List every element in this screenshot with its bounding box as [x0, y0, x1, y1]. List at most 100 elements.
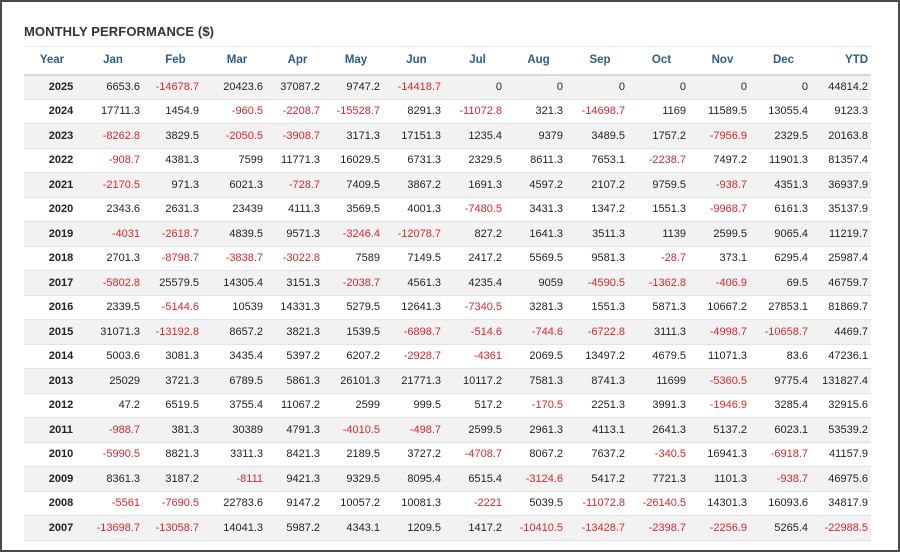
month-value-cell: 6207.2	[326, 344, 386, 369]
month-value-cell: 4343.1	[326, 515, 386, 541]
month-value-cell: -12078.7	[386, 221, 447, 247]
ytd-cell: 11219.7	[814, 221, 871, 247]
ytd-cell: 4469.7	[814, 319, 871, 345]
month-value-cell: 69.5	[753, 270, 814, 296]
year-cell: 2017	[24, 270, 80, 296]
ytd-cell: 36937.9	[814, 172, 871, 198]
month-value-cell: 7497.2	[692, 148, 753, 173]
month-value-cell: 7721.3	[631, 466, 692, 492]
month-value-cell: 2599	[326, 393, 386, 418]
month-value-cell: 11589.5	[692, 99, 753, 124]
month-value-cell: 16941.3	[692, 442, 753, 467]
month-value-cell: 4113.1	[569, 417, 631, 443]
month-value-cell: -2208.7	[269, 99, 326, 124]
month-value-cell: -6722.8	[569, 319, 631, 345]
month-value-cell: 4111.3	[269, 197, 326, 222]
month-value-cell: -2038.7	[326, 270, 386, 296]
month-value-cell: 5861.3	[269, 368, 326, 394]
month-value-cell: 2961.3	[508, 417, 569, 443]
month-value-cell: 4561.3	[386, 270, 447, 296]
month-value-cell: 17711.3	[80, 99, 146, 124]
month-value-cell: 3285.4	[753, 393, 814, 418]
month-value-cell: -4998.7	[692, 319, 753, 345]
month-value-cell: -3908.7	[269, 123, 326, 149]
month-value-cell: -5990.5	[80, 442, 146, 467]
month-value-cell: 3171.3	[326, 123, 386, 149]
month-value-cell: 2631.3	[146, 197, 205, 222]
month-value-cell: 2107.2	[569, 172, 631, 198]
month-value-cell: 5569.5	[508, 246, 569, 271]
header-year: Year	[24, 46, 80, 76]
month-value-cell: 1539.5	[326, 319, 386, 345]
month-value-cell: -938.7	[692, 172, 753, 198]
month-value-cell: -3838.7	[205, 246, 269, 271]
month-value-cell: 16093.6	[753, 491, 814, 516]
year-cell: 2007	[24, 515, 80, 541]
table-row: 2021 -2170.5 971.3 6021.3 -728.7 7409.5 3867.2…	[24, 172, 871, 198]
month-value-cell: -4031	[80, 221, 146, 247]
month-value-cell: 9065.4	[753, 221, 814, 247]
month-value-cell: 13497.2	[569, 344, 631, 369]
month-value-cell: -7956.9	[692, 123, 753, 149]
month-value-cell: 6515.4	[447, 466, 508, 492]
table-row: 2022 -908.7 4381.3 7599 11771.3 16029.5 6731.3…	[24, 148, 871, 173]
month-value-cell: 9329.5	[326, 466, 386, 492]
table-row: 2015 31071.3 -13192.8 8657.2 3821.3 1539.5 -68…	[24, 319, 871, 345]
ytd-cell: 32915.6	[814, 393, 871, 418]
month-value-cell: 7149.5	[386, 246, 447, 271]
month-value-cell: 827.2	[447, 221, 508, 247]
month-value-cell: 7409.5	[326, 172, 386, 198]
table-row: 2018 2701.3 -8798.7 -3838.7 -3022.8 7589 7149.…	[24, 246, 871, 271]
month-value-cell: 30389	[205, 417, 269, 443]
month-value-cell: 11771.3	[269, 148, 326, 173]
month-value-cell: -8111	[205, 466, 269, 492]
month-value-cell: -4590.5	[569, 270, 631, 296]
header-dec: Dec	[753, 46, 814, 76]
month-value-cell: 11071.3	[692, 344, 753, 369]
month-value-cell: 3435.4	[205, 344, 269, 369]
month-value-cell: 11901.3	[753, 148, 814, 173]
month-value-cell: -4708.7	[447, 442, 508, 467]
month-value-cell: 971.3	[146, 172, 205, 198]
ytd-cell: 20163.8	[814, 123, 871, 149]
month-value-cell: 3991.3	[631, 393, 692, 418]
header-apr: Apr	[269, 46, 326, 76]
month-value-cell: 5137.2	[692, 417, 753, 443]
month-value-cell: -9968.7	[692, 197, 753, 222]
month-value-cell: -960.5	[205, 99, 269, 124]
month-value-cell: 8821.3	[146, 442, 205, 467]
month-value-cell: 21771.3	[386, 368, 447, 394]
month-value-cell: 2599.5	[447, 417, 508, 443]
month-value-cell: -15528.7	[326, 99, 386, 124]
ytd-cell: 47236.1	[814, 344, 871, 369]
month-value-cell: -744.6	[508, 319, 569, 345]
month-value-cell: -14678.7	[146, 74, 205, 100]
month-value-cell: 3727.2	[386, 442, 447, 467]
header-jul: Jul	[447, 46, 508, 76]
ytd-cell: 44814.2	[814, 74, 871, 100]
month-value-cell: 1757.2	[631, 123, 692, 149]
month-value-cell: 5397.2	[269, 344, 326, 369]
month-value-cell: 4791.3	[269, 417, 326, 443]
table-row: 2011 -988.7 381.3 30389 4791.3 -4010.5 -498.7 2…	[24, 417, 871, 443]
month-value-cell: 1641.3	[508, 221, 569, 247]
header-jan: Jan	[80, 46, 146, 76]
month-value-cell: 3489.5	[569, 123, 631, 149]
year-cell: 2018	[24, 246, 80, 271]
month-value-cell: 31071.3	[80, 319, 146, 345]
month-value-cell: -938.7	[753, 466, 814, 492]
month-value-cell: 5265.4	[753, 515, 814, 541]
table-row: 2019 -4031 -2618.7 4839.5 9571.3 -3246.4 -1207…	[24, 221, 871, 247]
month-value-cell: 3281.3	[508, 295, 569, 320]
month-value-cell: 7581.3	[508, 368, 569, 394]
month-value-cell: 1691.3	[447, 172, 508, 198]
month-value-cell: 83.6	[753, 344, 814, 369]
table-row: 2020 2343.6 2631.3 23439 4111.3 3569.5 4001.3-…	[24, 197, 871, 222]
month-value-cell: 10117.2	[447, 368, 508, 394]
month-value-cell: 3511.3	[569, 221, 631, 247]
month-value-cell: -8798.7	[146, 246, 205, 271]
month-value-cell: -988.7	[80, 417, 146, 443]
month-value-cell: -406.9	[692, 270, 753, 296]
month-value-cell: -3022.8	[269, 246, 326, 271]
table-row: 2009 8361.3 3187.2 -8111 9421.3 9329.5 8095.4 6…	[24, 466, 871, 492]
